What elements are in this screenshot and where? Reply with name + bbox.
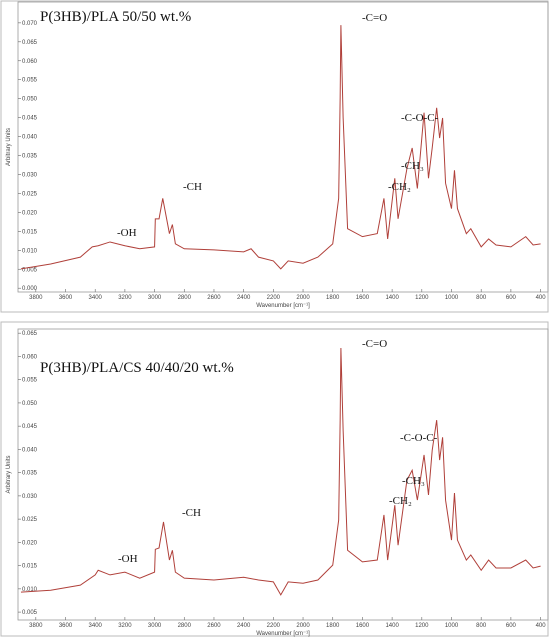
peak-annotation: -CH	[182, 507, 201, 519]
y-tick-label: 0.025	[22, 517, 38, 523]
y-tick-label: 0.010	[22, 248, 38, 254]
x-tick-label: 3200	[118, 623, 132, 629]
x-tick-label: 1600	[356, 623, 370, 629]
y-tick-label: 0.040	[22, 135, 38, 141]
x-tick-label: 1400	[385, 623, 399, 629]
x-tick-label: 2400	[237, 295, 251, 301]
x-tick-label: 2200	[267, 295, 281, 301]
peak-annotation: -OH	[117, 227, 137, 239]
chart-title: P(3HB)/PLA 50/50 wt.%	[40, 9, 191, 25]
y-tick-label: 0.005	[22, 267, 38, 273]
y-tick-label: 0.035	[22, 154, 38, 160]
peak-annotation: -C-O-C-	[401, 112, 439, 124]
x-tick-label: 1200	[415, 623, 429, 629]
y-axis-label: Arbitrary Units	[6, 128, 12, 166]
x-tick-label: 3000	[148, 623, 162, 629]
y-axis-label: Arbitrary Units	[6, 455, 12, 493]
x-axis-label: Wavenumber [cm⁻¹]	[256, 303, 310, 309]
x-axis-label: Wavenumber [cm⁻¹]	[256, 631, 310, 637]
y-tick-label: 0.015	[22, 229, 38, 235]
x-tick-label: 2400	[237, 623, 251, 629]
y-tick-label: 0.030	[22, 172, 38, 178]
x-tick-label: 2200	[267, 623, 281, 629]
x-tick-label: 600	[506, 295, 517, 301]
y-tick-label: 0.055	[22, 78, 38, 84]
peak-annotation: -CH	[183, 181, 202, 193]
y-tick-label: 0.065	[22, 40, 38, 46]
y-tick-label: 0.050	[22, 97, 38, 103]
x-tick-label: 800	[476, 295, 487, 301]
y-tick-label: 0.015	[22, 564, 38, 570]
x-tick-label: 3800	[29, 295, 43, 301]
peak-annotation: -OH	[118, 553, 138, 565]
panel-frame	[0, 0, 549, 313]
x-tick-label: 2000	[296, 295, 310, 301]
x-tick-label: 800	[476, 623, 487, 629]
x-tick-label: 3200	[118, 295, 132, 301]
y-tick-label: 0.045	[22, 424, 38, 430]
x-tick-label: 400	[536, 623, 547, 629]
x-tick-label: 2600	[207, 295, 221, 301]
x-tick-label: 1200	[415, 295, 429, 301]
x-tick-label: 600	[506, 623, 517, 629]
x-tick-label: 3800	[29, 623, 43, 629]
x-tick-label: 3400	[89, 623, 103, 629]
y-tick-label: 0.020	[22, 210, 38, 216]
y-tick-label: 0.005	[22, 610, 38, 616]
y-tick-label: 0.035	[22, 471, 38, 477]
y-tick-label: 0.040	[22, 447, 38, 453]
spectrum-line	[20, 348, 541, 596]
y-tick-label: 0.060	[22, 59, 38, 65]
y-tick-label: 0.030	[22, 494, 38, 500]
peak-annotation: -CH₃	[402, 475, 425, 487]
x-tick-label: 2800	[178, 623, 192, 629]
x-tick-label: 400	[536, 295, 547, 301]
chart-title: P(3HB)/PLA/CS 40/40/20 wt.%	[40, 360, 234, 376]
y-tick-label: 0.010	[22, 587, 38, 593]
plot-area	[17, 328, 549, 621]
x-tick-label: 1000	[445, 295, 459, 301]
peak-annotation: -C-O-C-	[400, 432, 438, 444]
peak-annotation: -C=O	[362, 12, 387, 24]
y-tick-label: 0.055	[22, 378, 38, 384]
x-tick-label: 2000	[296, 623, 310, 629]
x-tick-label: 1800	[326, 295, 340, 301]
y-tick-label: 0.025	[22, 191, 38, 197]
peak-annotation: -CH₃	[401, 160, 424, 172]
y-tick-label: 0.070	[22, 21, 38, 27]
y-tick-label: 0.020	[22, 540, 38, 546]
peak-annotation: -CH₂	[388, 181, 411, 193]
x-tick-label: 1600	[356, 295, 370, 301]
plot-area	[17, 1, 549, 293]
peak-annotation: -C=O	[362, 338, 387, 350]
peak-annotation: -CH₂	[389, 495, 412, 507]
x-tick-label: 3400	[89, 295, 103, 301]
y-tick-label: 0.045	[22, 116, 38, 122]
x-tick-label: 1800	[326, 623, 340, 629]
x-tick-label: 1400	[385, 295, 399, 301]
x-tick-label: 3000	[148, 295, 162, 301]
y-tick-label: 0.060	[22, 354, 38, 360]
y-tick-label: 0.050	[22, 401, 38, 407]
x-tick-label: 2800	[178, 295, 192, 301]
x-tick-label: 3600	[59, 623, 73, 629]
y-tick-label: 0.000	[22, 286, 38, 292]
spectrum-line	[20, 25, 541, 270]
x-tick-label: 1000	[445, 623, 459, 629]
y-tick-label: 0.065	[22, 331, 38, 337]
x-tick-label: 3600	[59, 295, 73, 301]
x-tick-label: 2600	[207, 623, 221, 629]
